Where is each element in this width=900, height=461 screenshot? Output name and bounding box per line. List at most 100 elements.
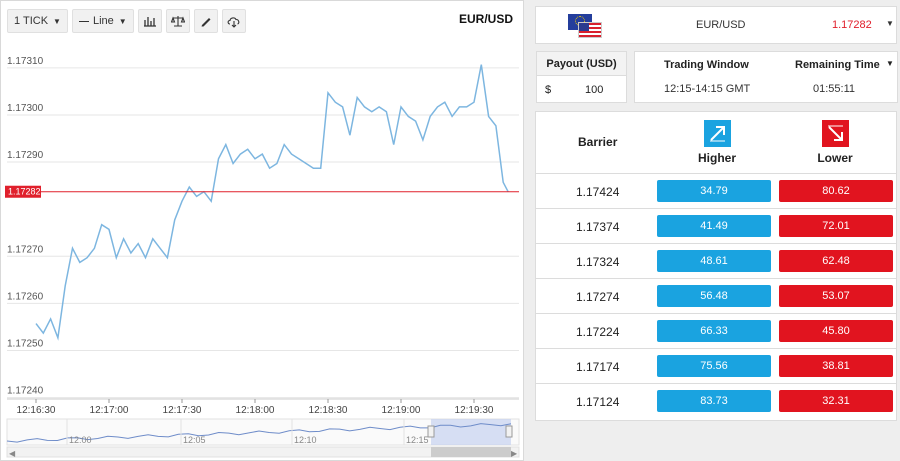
scrollbar-thumb[interactable] — [431, 447, 511, 457]
cloud-download-icon — [227, 17, 240, 28]
comparison-button[interactable] — [165, 9, 190, 33]
lower-price-button[interactable]: 53.07 — [779, 285, 893, 307]
table-row: 1.17424 34.79 80.62 — [536, 174, 896, 209]
tick-interval-dropdown[interactable]: 1 TICK ▼ — [7, 9, 68, 33]
payout-amount-input[interactable]: 100 — [585, 84, 604, 96]
x-tick-label: 12:19:30 — [455, 405, 494, 416]
barrier-value: 1.17374 — [576, 220, 620, 234]
lower-price-button[interactable]: 38.81 — [779, 355, 893, 377]
chevron-down-icon[interactable]: ▼ — [886, 59, 894, 68]
y-tick-label: 1.17260 — [7, 291, 44, 302]
asset-price: 1.17282 — [832, 19, 872, 31]
higher-label: Higher — [697, 151, 736, 165]
barrier-table: Barrier Higher Lower 1.17424 34.79 80.62… — [535, 111, 897, 421]
scroll-left-icon[interactable]: ◀ — [9, 449, 16, 458]
x-tick-label: 12:19:00 — [382, 405, 421, 416]
barrier-value: 1.17174 — [576, 360, 620, 374]
price-chart[interactable]: 1.17310 1.17300 1.17290 1.17270 1.17260 1.172… — [1, 1, 525, 461]
trading-window-value: 12:15-14:15 GMT — [664, 83, 751, 95]
payout-header: Payout (USD) — [537, 52, 626, 76]
navigator-line — [6, 423, 512, 443]
price-line — [35, 64, 509, 341]
higher-price-button[interactable]: 66.33 — [657, 320, 771, 342]
y-tick-label: 1.17270 — [7, 244, 44, 255]
table-row: 1.17224 66.33 45.80 — [536, 314, 896, 349]
navigator-selection — [431, 419, 511, 445]
arrow-up-right-icon — [703, 120, 731, 147]
drawing-tools-button[interactable] — [193, 9, 218, 33]
chart-panel: 1.17310 1.17300 1.17290 1.17270 1.17260 1.172… — [0, 0, 524, 461]
x-tick-label: 12:18:30 — [309, 405, 348, 416]
table-row: 1.17174 75.56 38.81 — [536, 349, 896, 384]
download-button[interactable] — [221, 9, 246, 33]
scrollbar-track — [6, 446, 520, 458]
table-row: 1.17324 48.61 62.48 — [536, 244, 896, 279]
trading-window-box[interactable]: Trading Window Remaining Time ▼ 12:15-14… — [634, 51, 898, 103]
eur-usd-flag-icon — [568, 14, 602, 38]
line-type-icon — [78, 20, 89, 22]
x-tick-label: 12:17:00 — [90, 405, 129, 416]
barrier-value: 1.17424 — [576, 185, 620, 199]
y-tick-label: 1.17300 — [7, 103, 44, 114]
navigator-tick-label: 12:15 — [406, 435, 429, 445]
tick-interval-label: 1 TICK — [14, 15, 49, 27]
arrow-down-right-icon — [821, 120, 849, 147]
navigator-tick-label: 12:00 — [69, 435, 92, 445]
current-price-label: 1.17282 — [8, 187, 41, 197]
current-price-badge — [5, 185, 41, 198]
navigator-tick-label: 12:10 — [294, 435, 317, 445]
pencil-icon — [201, 18, 211, 27]
chart-type-label: Line — [92, 15, 114, 27]
lower-price-button[interactable]: 80.62 — [779, 180, 893, 202]
chevron-down-icon: ▼ — [886, 19, 894, 28]
lower-column-header: Lower — [805, 120, 865, 165]
lower-price-button[interactable]: 62.48 — [779, 250, 893, 272]
payout-box: Payout (USD) $ 100 — [536, 51, 627, 103]
chevron-down-icon: ▼ — [53, 16, 61, 26]
table-row: 1.17124 83.73 32.31 — [536, 384, 896, 419]
remaining-time-label: Remaining Time — [795, 59, 880, 71]
lower-price-button[interactable]: 32.31 — [779, 390, 893, 412]
barrier-value: 1.17224 — [576, 325, 620, 339]
higher-price-button[interactable]: 41.49 — [657, 215, 771, 237]
x-tick-label: 12:16:30 — [17, 405, 56, 416]
x-tick-label: 12:18:00 — [236, 405, 275, 416]
y-tick-label: 1.17290 — [7, 150, 44, 161]
table-row: 1.17274 56.48 53.07 — [536, 279, 896, 314]
lower-price-button[interactable]: 45.80 — [779, 320, 893, 342]
y-tick-label: 1.17310 — [7, 56, 44, 67]
scale-icon — [170, 16, 185, 27]
asset-name: EUR/USD — [696, 19, 746, 31]
higher-price-button[interactable]: 48.61 — [657, 250, 771, 272]
higher-price-button[interactable]: 56.48 — [657, 285, 771, 307]
higher-price-button[interactable]: 83.73 — [657, 390, 771, 412]
asset-selector[interactable]: EUR/USD 1.17282 ▼ — [535, 6, 897, 44]
table-row: 1.17374 41.49 72.01 — [536, 209, 896, 244]
payout-currency: $ — [545, 84, 552, 96]
remaining-time-value: 01:55:11 — [813, 83, 856, 95]
trading-window-label: Trading Window — [664, 59, 749, 71]
navigator-left-handle[interactable] — [427, 425, 435, 438]
barrier-column-header: Barrier — [578, 135, 618, 149]
scroll-right-icon[interactable]: ▶ — [511, 449, 518, 458]
x-tick-label: 12:17:30 — [163, 405, 202, 416]
chart-type-dropdown[interactable]: Line ▼ — [71, 9, 134, 33]
barrier-value: 1.17324 — [576, 255, 620, 269]
chevron-down-icon: ▼ — [118, 16, 127, 26]
chart-toolbar: 1 TICK ▼ Line ▼ — [7, 9, 246, 33]
lower-price-button[interactable]: 72.01 — [779, 215, 893, 237]
higher-price-button[interactable]: 75.56 — [657, 355, 771, 377]
y-tick-label: 1.17240 — [7, 386, 44, 397]
navigator-tick-label: 12:05 — [183, 435, 206, 445]
higher-price-button[interactable]: 34.79 — [657, 180, 771, 202]
lower-label: Lower — [817, 151, 853, 165]
navigator-right-handle[interactable] — [505, 425, 513, 438]
higher-column-header: Higher — [687, 120, 747, 165]
indicators-icon — [143, 17, 156, 27]
barrier-value: 1.17274 — [576, 290, 620, 304]
chart-pair-title: EUR/USD — [458, 12, 513, 26]
barrier-value: 1.17124 — [576, 395, 620, 409]
y-tick-label: 1.17250 — [7, 338, 44, 349]
table-header: Barrier Higher Lower — [536, 112, 896, 174]
indicators-button[interactable] — [137, 9, 162, 33]
